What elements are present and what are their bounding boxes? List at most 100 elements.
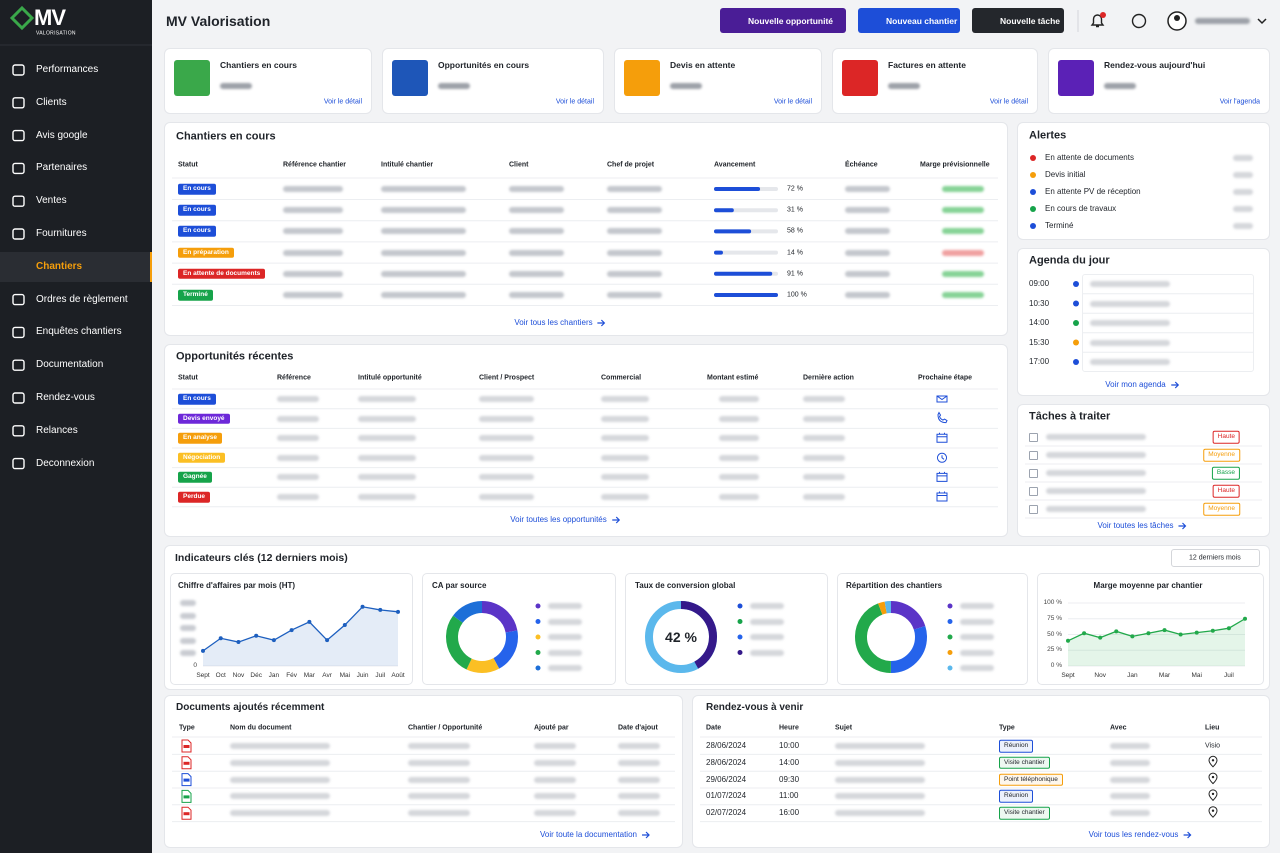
status-badge: En attente de documents	[178, 268, 266, 280]
blurred-text	[942, 186, 984, 192]
blurred-text	[548, 634, 582, 640]
progress-label: 58 %	[787, 227, 803, 235]
nav-item[interactable]: Rendez-vous	[36, 392, 95, 403]
arrow-icon	[1183, 831, 1192, 839]
blurred-text	[719, 494, 759, 500]
nav-item[interactable]: Partenaires	[36, 162, 88, 174]
header-button-label: Nouvelle opportunité	[748, 15, 833, 26]
blurred-text	[601, 494, 649, 500]
nav-item[interactable]: Enquêtes chantiers	[36, 326, 122, 338]
column-header: Avancement	[714, 161, 756, 169]
kpi-link[interactable]: Voir l'agenda	[1219, 98, 1260, 106]
nav-item[interactable]: Ordres de règlement	[36, 293, 128, 305]
blurred-text	[1233, 206, 1253, 212]
blurred-text	[283, 186, 343, 192]
checkbox[interactable]	[1029, 504, 1038, 514]
checkbox[interactable]	[1029, 486, 1038, 496]
blurred-text	[942, 207, 984, 214]
column-header: Commercial	[601, 374, 642, 382]
y-tick-label: 0 %	[1050, 661, 1062, 669]
blurred-text	[548, 603, 582, 609]
blurred-text	[479, 435, 534, 442]
nav-item[interactable]: Fournitures	[36, 228, 87, 239]
kpi-link[interactable]: Voir le détail	[773, 98, 812, 106]
link[interactable]: Voir mon agenda	[1105, 381, 1179, 389]
y-tick-label: 75 %	[1047, 614, 1062, 622]
type-badge: Réunion	[999, 739, 1034, 753]
blurred-text	[607, 270, 662, 277]
nav-item[interactable]: Deconnexion	[36, 457, 95, 469]
blurred-text	[230, 743, 330, 749]
blurred-text	[180, 637, 196, 644]
blurred-text	[1046, 488, 1146, 494]
status-badge: Négociation	[178, 452, 226, 464]
blurred-text	[719, 454, 759, 461]
blurred-text	[283, 292, 343, 298]
blurred-text	[803, 435, 845, 442]
panel-title: Indicateurs clés (12 derniers mois)	[175, 551, 348, 564]
column-header: Date	[706, 724, 722, 732]
time: 14:00	[779, 757, 800, 767]
avatar	[1167, 11, 1187, 31]
header-button[interactable]	[972, 8, 1064, 33]
blurred-text	[1046, 470, 1146, 476]
x-tick-label: Juil	[375, 671, 386, 679]
kpi-icon	[842, 60, 878, 96]
link[interactable]: Voir tous les rendez-vous	[1089, 831, 1192, 839]
status-badge: Perdue	[178, 491, 211, 503]
kpi-link[interactable]: Voir le détail	[555, 98, 594, 106]
header-button[interactable]	[858, 8, 960, 33]
link[interactable]: Voir toutes les tâches	[1097, 522, 1187, 530]
blurred-text	[230, 793, 330, 800]
checkbox[interactable]	[1029, 450, 1038, 460]
date: 01/07/2024	[706, 791, 747, 801]
date: 02/07/2024	[706, 808, 747, 818]
agenda-list	[1082, 274, 1254, 372]
column-header: Statut	[178, 161, 198, 169]
alert-label: Devis initial	[1045, 170, 1086, 179]
nav-item[interactable]: Relances	[36, 424, 78, 436]
kpi-title: Factures en attente	[888, 59, 966, 70]
status-badge: Gagnée	[178, 472, 212, 483]
panel-title: Tâches à traiter	[1029, 410, 1111, 423]
arrow-icon	[597, 319, 606, 327]
alert-label: En attente de documents	[1045, 153, 1134, 162]
link[interactable]: Voir toutes les opportunités	[510, 516, 620, 524]
blurred-text	[438, 83, 470, 89]
blurred-text	[670, 83, 702, 89]
checkbox[interactable]	[1029, 432, 1038, 442]
period-select[interactable]	[1171, 549, 1260, 567]
x-tick-label: Sept	[196, 671, 210, 679]
blurred-text	[618, 810, 660, 817]
header-button[interactable]	[720, 8, 846, 33]
blurred-text	[509, 207, 564, 214]
header-button-label: Nouveau chantier	[886, 15, 958, 26]
nav-item[interactable]: Documentation	[36, 359, 104, 371]
nav-item[interactable]: Chantiers	[36, 260, 83, 272]
link[interactable]: Voir tous les chantiers	[514, 319, 606, 327]
nav-item[interactable]: Ventes	[36, 195, 67, 207]
nav-item[interactable]: Avis google	[36, 129, 88, 141]
nav-item[interactable]: Clients	[36, 96, 67, 108]
status-badge: En cours	[178, 226, 216, 237]
agenda-time: 14:00	[1029, 318, 1050, 327]
arrow-icon	[641, 831, 650, 839]
y-tick-label: 100 %	[1043, 598, 1062, 606]
kpi-link[interactable]: Voir le détail	[323, 98, 362, 106]
time: 10:00	[779, 741, 800, 750]
blurred-text	[230, 776, 330, 783]
kpi-link[interactable]: Voir le détail	[989, 98, 1028, 106]
status-badge: Terminé	[178, 289, 213, 301]
blurred-text	[942, 270, 984, 277]
x-tick-label: Août	[391, 671, 405, 679]
blurred-text	[601, 396, 649, 402]
nav-item[interactable]: Performances	[36, 64, 99, 75]
blurred-text	[1233, 172, 1253, 178]
blurred-text	[358, 396, 416, 402]
blurred-text	[277, 454, 319, 461]
x-tick-label: Mar	[303, 671, 315, 679]
link[interactable]: Voir toute la documentation	[540, 831, 650, 839]
blurred-text	[548, 649, 582, 656]
blurred-text	[618, 793, 660, 800]
checkbox[interactable]	[1029, 468, 1038, 478]
